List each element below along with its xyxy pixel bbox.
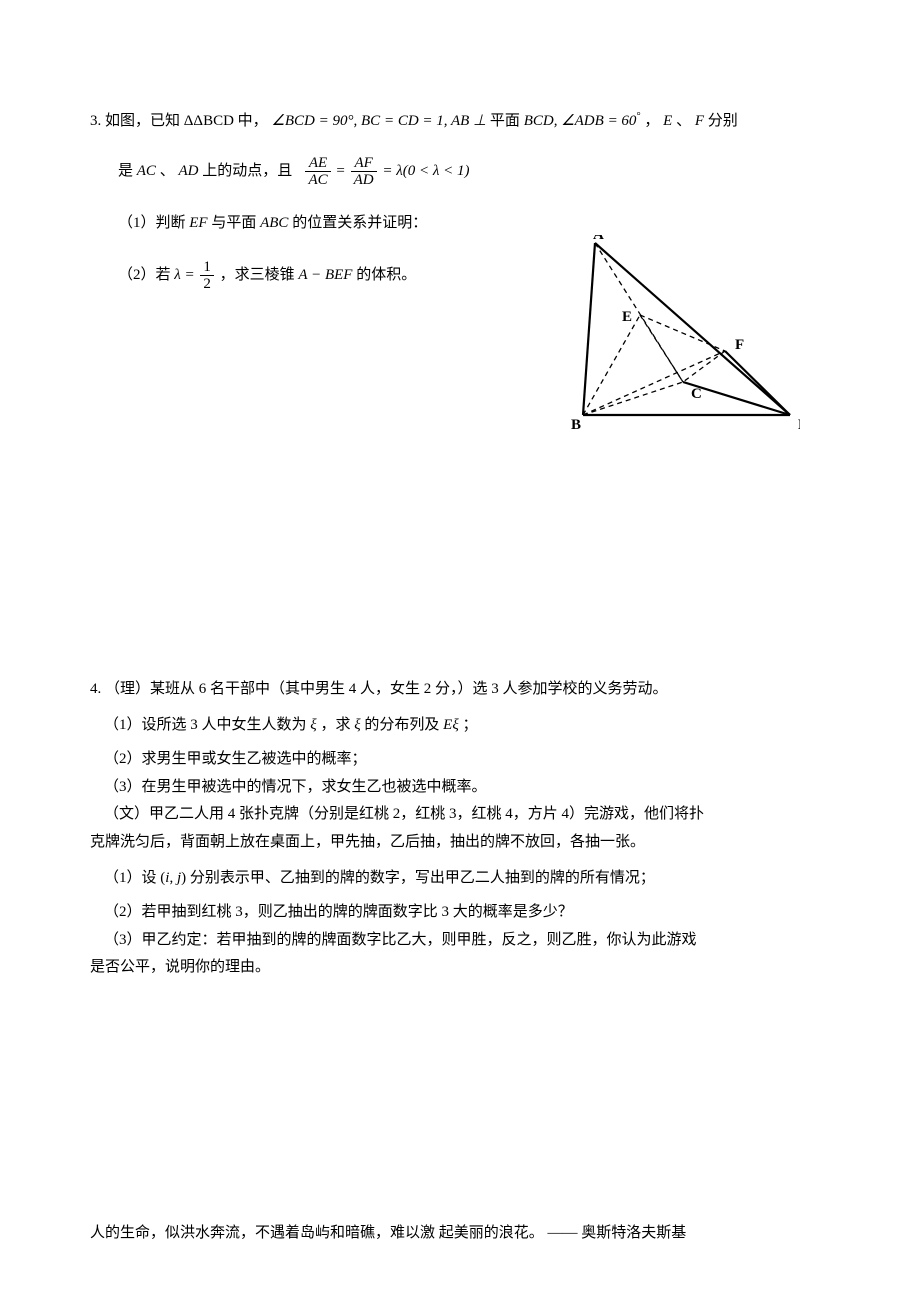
text: 上的动点，且 <box>202 163 292 179</box>
p4-wen-intro1: （文）甲乙二人用 4 张扑克牌（分别是红桃 2，红桃 3，红桃 4，方片 4）完… <box>90 801 840 829</box>
svg-text:D: D <box>798 417 800 430</box>
p4-wen-q3b: 是否公平，说明你的理由。 <box>90 954 840 982</box>
p4-number: 4. <box>90 681 101 697</box>
math-exi: Eξ <box>443 717 459 733</box>
text: 、 <box>676 113 695 129</box>
problem-3: 3. 如图，已知 ΔΔBCD 中， ∠BCD = 90°, BC = CD = … <box>90 100 840 636</box>
footer-quote: 人的生命，似洪水奔流，不遇着岛屿和暗礁，难以激 起美丽的浪花。 —— 奥斯特洛夫… <box>90 1220 840 1247</box>
p4-li-intro: 4. （理）某班从 6 名干部中（其中男生 4 人，女生 2 分，）选 3 人参… <box>90 676 840 704</box>
text: 是 <box>118 163 133 179</box>
text: ， <box>644 113 659 129</box>
text: 分别 <box>708 113 738 129</box>
svg-text:B: B <box>571 417 581 430</box>
text: ，求三棱锥 <box>220 267 295 283</box>
svg-text:A: A <box>593 235 604 243</box>
svg-text:E: E <box>622 309 632 325</box>
text: （1）设 <box>104 870 157 886</box>
p4-li-q2: （2）求男生甲或女生乙被选中的概率； <box>90 746 840 774</box>
svg-text:F: F <box>735 337 744 353</box>
text: 分别表示甲、乙抽到的牌的数字，写出甲乙二人抽到的牌的所有情况； <box>190 870 655 886</box>
math-ad: AD <box>178 163 198 179</box>
degree: ° <box>636 111 640 122</box>
p4-li-q1: （1）设所选 3 人中女生人数为 ξ ，求 ξ 的分布列及 Eξ ； <box>90 704 840 746</box>
math-conditions: ∠BCD = 90°, BC = CD = 1, AB ⊥ <box>271 113 486 129</box>
math-xi: ξ <box>354 717 360 733</box>
text: 的位置关系并证明： <box>292 215 427 231</box>
p4-li-q3: （3）在男生甲被选中的情况下，求女生乙也被选中概率。 <box>90 774 840 802</box>
math-lambda-range: = λ(0 < λ < 1) <box>382 163 469 179</box>
equals: = <box>336 163 344 179</box>
p4-wen-intro2: 克牌洗匀后，背面朝上放在桌面上，甲先抽，乙后抽，抽出的牌不放回，各抽一张。 <box>90 829 840 857</box>
text: 与平面 <box>211 215 256 231</box>
fraction-af-ad: AF AD <box>351 155 377 189</box>
math-ef: E <box>663 113 672 129</box>
math-abc: ABC <box>260 215 288 231</box>
p3-number: 3. <box>90 113 101 129</box>
problem-4: 4. （理）某班从 6 名干部中（其中男生 4 人，女生 2 分，）选 3 人参… <box>90 676 840 982</box>
math-delta-bcd: ΔΔBCD <box>184 113 234 129</box>
text: 中， <box>238 113 268 129</box>
math-ef: F <box>695 113 704 129</box>
math-ac: AC <box>137 163 156 179</box>
fraction-half: 1 2 <box>200 259 214 293</box>
geometry-diagram: A B C D E F <box>565 235 800 430</box>
text: （1）判断 <box>118 215 186 231</box>
p4-wen-q3a: （3）甲乙约定：若甲抽到的牌的牌面数字比乙大，则甲胜，反之，则乙胜，你认为此游戏 <box>90 927 840 955</box>
svg-text:C: C <box>691 386 702 402</box>
p3-line2: 是 AC 、 AD 上的动点，且 AE AC = AF AD = λ(0 < λ… <box>90 150 840 192</box>
p4-wen-q2: （2）若甲抽到红桃 3，则乙抽出的牌的牌面数字比 3 大的概率是多少？ <box>90 899 840 927</box>
p4-wen-q1: （1）设 (i, j) 分别表示甲、乙抽到的牌的数字，写出甲乙二人抽到的牌的所有… <box>90 857 840 899</box>
text: 的体积。 <box>356 267 416 283</box>
text: 的分布列及 <box>364 717 439 733</box>
math-ef: EF <box>189 215 207 231</box>
text: ； <box>463 717 478 733</box>
math-abef: A − BEF <box>298 267 356 283</box>
math-conditions-2: BCD, ∠ADB = 60 <box>524 113 637 129</box>
text: 、 <box>160 163 179 179</box>
text: 如图，已知 <box>105 113 180 129</box>
p3-figure: A B C D E F <box>565 235 800 435</box>
p3-line1: 3. 如图，已知 ΔΔBCD 中， ∠BCD = 90°, BC = CD = … <box>90 100 840 142</box>
math-lambda: λ = <box>174 267 198 283</box>
page: 3. 如图，已知 ΔΔBCD 中， ∠BCD = 90°, BC = CD = … <box>0 0 920 1302</box>
text: （1）设所选 3 人中女生人数为 <box>104 717 307 733</box>
text: （理）某班从 6 名干部中（其中男生 4 人，女生 2 分，）选 3 人参加学校… <box>105 681 668 697</box>
math-ij: (i, j) <box>160 870 186 886</box>
text: ，求 <box>320 717 350 733</box>
text: 平面 <box>490 113 520 129</box>
text: （2）若 <box>118 267 171 283</box>
math-xi: ξ <box>310 717 316 733</box>
fraction-ae-ac: AE AC <box>305 155 330 189</box>
